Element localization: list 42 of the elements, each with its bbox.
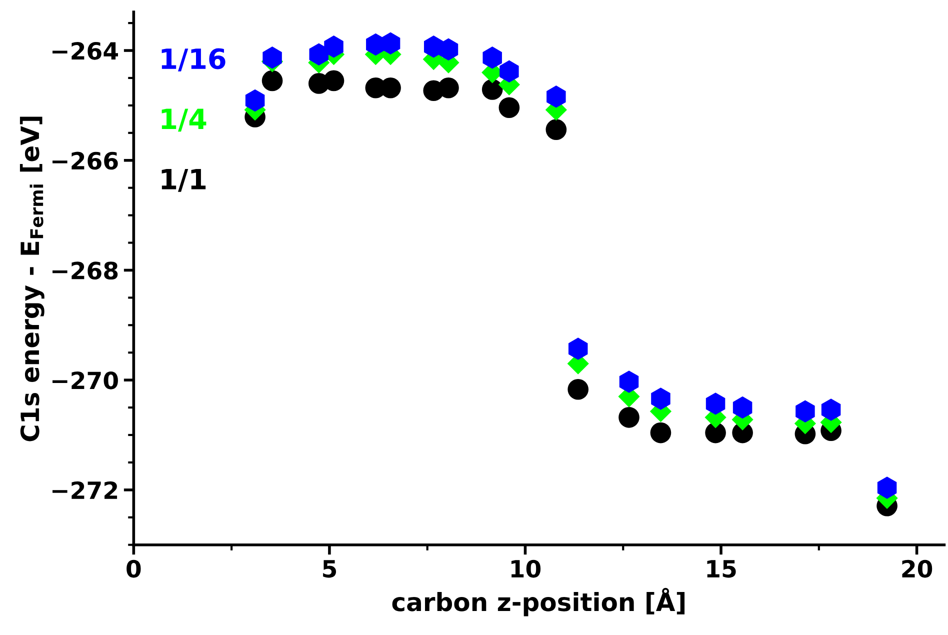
y-tick-label: −268 — [52, 262, 118, 280]
text: 1/1 — [162, 169, 206, 192]
series-label: 1/4 — [162, 108, 206, 132]
point — [546, 86, 566, 108]
point — [619, 370, 639, 393]
x-tick-label: 15 — [707, 560, 736, 578]
point — [705, 422, 726, 444]
point — [262, 46, 282, 69]
y-tick-label: −266 — [52, 152, 118, 170]
point — [309, 43, 328, 66]
point — [482, 79, 503, 100]
point — [500, 60, 519, 82]
point — [324, 36, 344, 58]
point — [568, 338, 588, 360]
point — [262, 70, 283, 92]
point — [732, 396, 752, 419]
point — [380, 32, 400, 54]
y-tick-label: −264 — [52, 42, 118, 60]
point — [568, 378, 589, 400]
point — [498, 97, 520, 118]
point — [618, 406, 640, 428]
point — [821, 398, 841, 421]
y-axis-title: C1s energy - E$_{Fermi}$ [eV] — [20, 116, 44, 442]
x-tick-label: 5 — [323, 560, 336, 578]
point — [438, 38, 458, 61]
point — [877, 476, 897, 499]
series-label: 1/16 — [162, 48, 226, 72]
point — [651, 388, 670, 410]
point — [323, 70, 344, 92]
point — [650, 422, 672, 444]
point — [245, 89, 265, 112]
y-tick-label: −272 — [52, 481, 118, 499]
y-tick-label: −270 — [52, 372, 118, 390]
x-tick-label: 20 — [902, 560, 932, 578]
x-tick-label: 10 — [511, 560, 541, 578]
point — [706, 392, 726, 415]
point — [438, 77, 459, 98]
point — [796, 400, 815, 422]
point — [546, 119, 567, 140]
point — [482, 46, 502, 69]
x-axis-title: carbon z-position [Å] — [392, 588, 685, 616]
x-tick-label: 0 — [126, 560, 141, 578]
